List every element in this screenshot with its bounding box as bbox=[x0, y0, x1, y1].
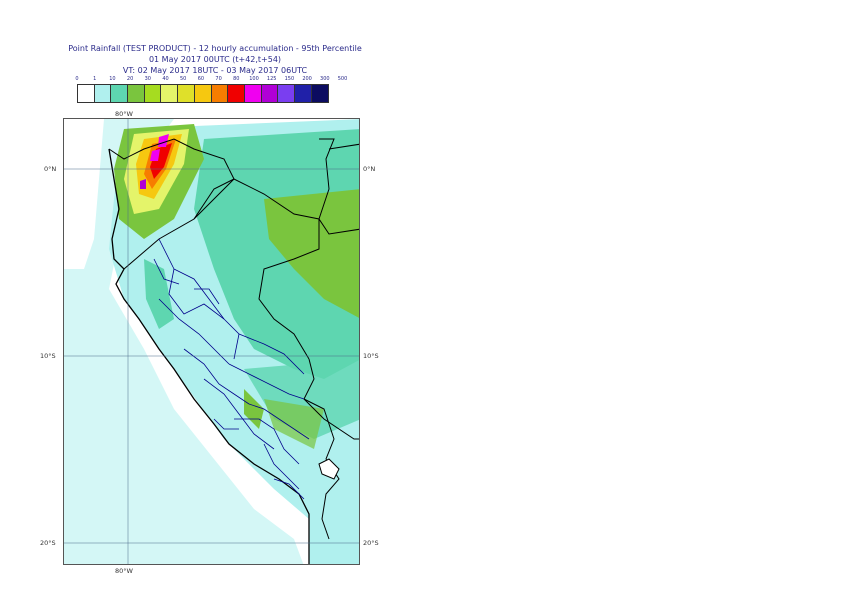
ecuador-border bbox=[108, 138, 235, 270]
lat-label-left-0: 0°N bbox=[44, 165, 57, 173]
legend-tick-label: 30 bbox=[144, 76, 151, 82]
legend-tick-label: 300 bbox=[320, 76, 330, 82]
map-svg bbox=[64, 119, 359, 564]
lon-label-top: 80°W bbox=[115, 110, 133, 118]
colombia-brazil-border bbox=[318, 138, 359, 220]
rain-20-south bbox=[244, 359, 359, 439]
legend-swatch bbox=[111, 85, 129, 102]
legend-tick-label: 70 bbox=[215, 76, 222, 82]
legend-swatch bbox=[228, 85, 245, 102]
chart-run-time: 01 May 2017 00UTC (t+42,t+54) bbox=[148, 55, 282, 64]
legend-swatch bbox=[128, 85, 145, 102]
legend-swatch bbox=[244, 85, 262, 102]
legend-swatch bbox=[94, 85, 112, 102]
legend-swatch bbox=[144, 85, 162, 102]
legend-tick-label: 125 bbox=[266, 76, 277, 82]
chart-title: Point Rainfall (TEST PRODUCT) - 12 hourl… bbox=[68, 44, 362, 53]
open-ocean-patch bbox=[64, 119, 104, 269]
coastal-ocean-rain bbox=[64, 119, 304, 564]
rain-100-peak-2 bbox=[150, 149, 160, 161]
lat-label-right-10s: 10°S bbox=[363, 352, 379, 360]
legend-swatch bbox=[161, 85, 179, 102]
lake-titicaca bbox=[318, 458, 340, 480]
peru-brazil-border bbox=[258, 219, 320, 360]
graticule bbox=[64, 119, 359, 564]
coastline bbox=[108, 148, 310, 564]
peru-bolivia-border bbox=[303, 358, 359, 440]
legend-tick-label: 60 bbox=[197, 76, 205, 82]
legend-tick-label: 500 bbox=[337, 76, 348, 82]
lat-label-left-20s: 20°S bbox=[40, 539, 56, 547]
rain-20-andes bbox=[144, 259, 174, 329]
legend-tick-label: 50 bbox=[180, 76, 187, 82]
colombia-peru-border bbox=[193, 178, 359, 235]
legend-tick-label: 40 bbox=[162, 76, 169, 82]
rain-125-peak bbox=[140, 179, 146, 189]
provincial-borders bbox=[153, 238, 310, 500]
legend-tick-label: 10 bbox=[109, 76, 116, 82]
rainfall-map[interactable] bbox=[63, 118, 360, 565]
legend-swatch bbox=[261, 85, 279, 102]
lat-label-left-10s: 10°S bbox=[40, 352, 56, 360]
legend-tick-label: 0 bbox=[75, 76, 79, 82]
rain-30-south bbox=[264, 399, 324, 449]
legend-swatch bbox=[311, 85, 329, 102]
legend-tick-label: 20 bbox=[126, 76, 134, 82]
lat-label-right-20s: 20°S bbox=[363, 539, 379, 547]
legend-swatch bbox=[294, 85, 312, 102]
color-legend bbox=[77, 84, 330, 103]
legend-swatch bbox=[78, 85, 95, 102]
chart-valid-time: VT: 02 May 2017 18UTC - 03 May 2017 06UT… bbox=[122, 66, 308, 75]
legend-swatch bbox=[211, 85, 229, 102]
lat-label-right-0: 0°N bbox=[363, 165, 376, 173]
rain-20-area bbox=[194, 129, 359, 379]
lon-label-bottom: 80°W bbox=[115, 567, 133, 575]
legend-tick-label: 1 bbox=[93, 76, 97, 82]
legend-swatch bbox=[178, 85, 195, 102]
rain-30-area bbox=[264, 189, 359, 318]
legend-tick-label: 100 bbox=[249, 76, 259, 82]
legend-swatch bbox=[278, 85, 295, 102]
legend-tick-label: 150 bbox=[284, 76, 295, 82]
legend-swatch bbox=[194, 85, 212, 102]
legend-tick-label: 200 bbox=[302, 76, 312, 82]
legend-tick-label: 80 bbox=[233, 76, 240, 82]
